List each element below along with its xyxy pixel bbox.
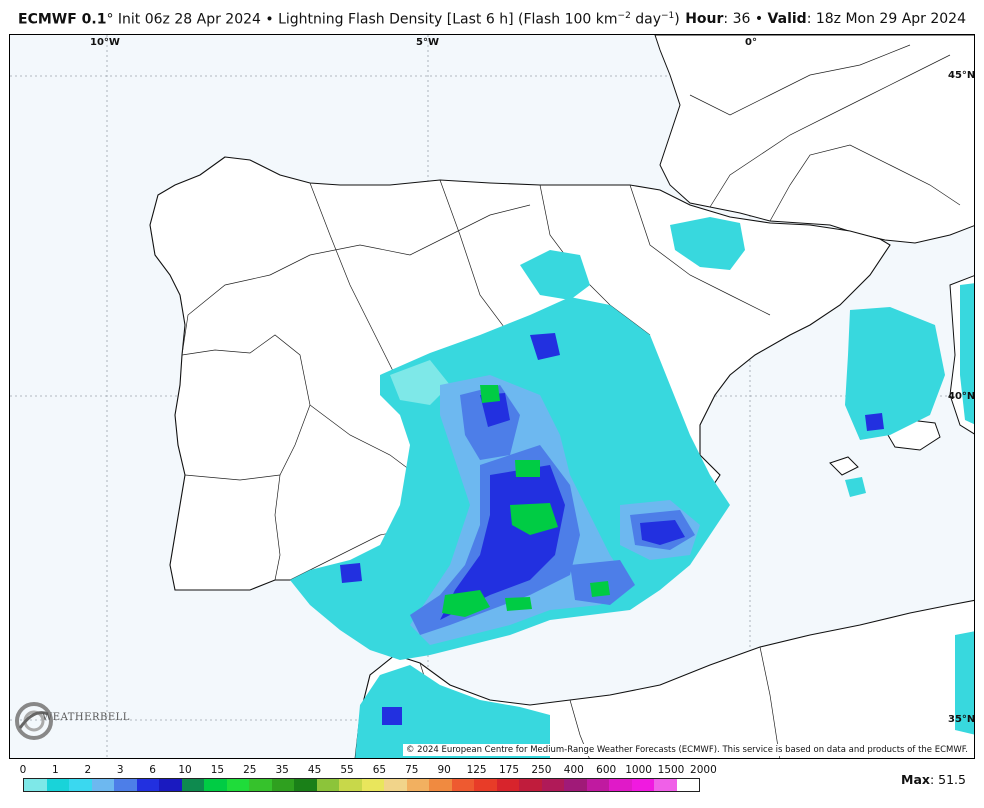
france-landmass	[654, 35, 974, 244]
colorbar-cell	[316, 779, 339, 791]
unit-exponent-1: −2	[617, 11, 631, 21]
colorbar-label: 2	[84, 764, 92, 776]
colorbar-cell	[564, 779, 587, 791]
colorbar-cell	[159, 779, 182, 791]
colorbar-label: 25	[243, 764, 257, 776]
colorbar-cell	[541, 779, 564, 791]
max-value: Max: 51.5	[901, 772, 966, 787]
colorbar-label: 3	[116, 764, 124, 776]
map-canvas	[10, 35, 974, 758]
colorbar-label: 1000	[625, 764, 652, 776]
colorbar-label: 250	[531, 764, 552, 776]
colorbar-label: 0	[19, 764, 27, 776]
lon-label-5w: 5°W	[416, 37, 439, 48]
init-info: ° Init 06z 28 Apr 2024 • Lightning Flash…	[106, 11, 618, 28]
logo-text: WEATHERBELL	[42, 712, 130, 723]
colorbar-label: 1	[52, 764, 59, 776]
colorbar-cell	[24, 779, 47, 791]
colorbar-cell	[114, 779, 137, 791]
lon-label-0: 0°	[745, 37, 757, 48]
colorbar-label: 2000	[690, 764, 717, 776]
colorbar-cell	[451, 779, 474, 791]
hour-label: Hour	[685, 11, 724, 27]
colorbar-cell	[91, 779, 114, 791]
colorbar-cell	[181, 779, 204, 791]
colorbar-cell	[654, 779, 677, 791]
colorbar-cell	[361, 779, 384, 791]
colorbar-cell	[474, 779, 497, 791]
colorbar-cell	[586, 779, 609, 791]
colorbar-cell	[429, 779, 452, 791]
colorbar-label: 55	[340, 764, 354, 776]
copyright-notice: © 2024 European Centre for Medium-Range …	[402, 744, 971, 756]
colorbar-cell	[384, 779, 407, 791]
colorbar-cell	[406, 779, 429, 791]
colorbar-cell	[226, 779, 249, 791]
colorbar-label: 15	[210, 764, 225, 776]
colorbar-cell	[339, 779, 362, 791]
logo-swirl-icon	[15, 702, 53, 740]
lon-label-10w: 10°W	[90, 37, 120, 48]
colorbar-cell	[271, 779, 294, 791]
colorbar-cell	[136, 779, 159, 791]
unit-exponent-2: −1	[661, 11, 675, 21]
colorbar-cell	[519, 779, 542, 791]
unit-day: day	[630, 11, 662, 28]
colorbar-label: 65	[372, 764, 387, 776]
colorbar-cell	[631, 779, 654, 791]
colorbar-label: 6	[149, 764, 156, 776]
colorbar-label: 90	[437, 764, 451, 776]
colorbar-label: 10	[178, 764, 192, 776]
lat-label-45n: 45°N	[948, 70, 975, 81]
ibiza-island	[829, 456, 859, 476]
lightning-density-field	[290, 217, 974, 758]
model-name: ECMWF 0.1	[18, 11, 107, 28]
header: ECMWF 0.1° Init 06z 28 Apr 2024 • Lightn…	[0, 0, 984, 34]
lat-label-40n: 40°N	[948, 391, 975, 402]
colorbar-cell	[69, 779, 92, 791]
colorbar-label: 45	[307, 764, 322, 776]
colorbar-cell	[204, 779, 227, 791]
colorbar-cell	[676, 779, 699, 791]
hour-value: : 36 •	[723, 11, 768, 27]
unit-close: )	[674, 11, 680, 28]
colorbar-label: 400	[563, 764, 584, 776]
colorbar-cell	[249, 779, 272, 791]
max-label: Max	[901, 772, 930, 787]
colorbar-label: 75	[405, 764, 419, 776]
colorbar-cell	[609, 779, 632, 791]
colorbar-label: 600	[596, 764, 617, 776]
weatherbell-logo: WEATHERBELL	[14, 698, 129, 744]
valid-label: Valid	[767, 11, 807, 27]
max-number: : 51.5	[929, 772, 966, 787]
lat-label-35n: 35°N	[948, 714, 975, 725]
colorbar-label: 1500	[657, 764, 685, 776]
valid-value: : 18z Mon 29 Apr 2024	[806, 11, 966, 27]
colorbar-cell	[46, 779, 69, 791]
forecast-time: Hour: 36 • Valid: 18z Mon 29 Apr 2024	[685, 11, 966, 27]
colorbar-label: 175	[498, 764, 520, 776]
map-panel[interactable]: 10°W 5°W 0° 45°N 40°N 35°N WEATHERBELL ©…	[9, 34, 975, 759]
colorbar-cell	[294, 779, 317, 791]
colorbar-labels: 0 1 2 3 6 10 15 25 35 45 55 65 75 90 125 175 250 400 600 10…	[0, 764, 984, 778]
colorbar-cell	[496, 779, 519, 791]
colorbar-label: 125	[466, 764, 487, 776]
colorbar-label: 35	[275, 764, 289, 776]
colorbar	[23, 778, 700, 792]
map-title: ECMWF 0.1° Init 06z 28 Apr 2024 • Lightn…	[18, 11, 680, 28]
